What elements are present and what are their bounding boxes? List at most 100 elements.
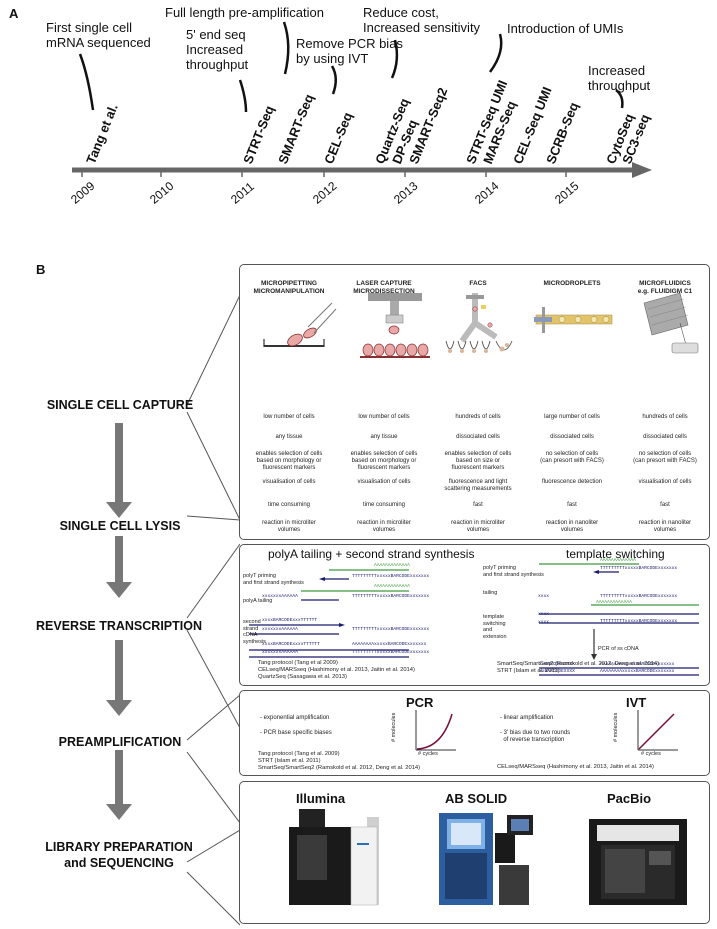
preamp-pcr-title: PCR bbox=[406, 695, 434, 710]
rt-left-label-polya: polyA tailing bbox=[243, 598, 273, 604]
seq-polyt-2: TTTTTTTTTxxxxxBARCODExxxxxxx bbox=[352, 594, 430, 599]
capture-row-cell-number: hundreds of cells bbox=[455, 414, 501, 420]
milestone-reduce-cost: Reduce cost, Increased sensitivity bbox=[363, 5, 481, 35]
seq-right-full-2: AAAAAAAAxxxxxBARCODExxxxxxx bbox=[600, 669, 675, 674]
seq-right-pcr1: xxBARCODEXXXX bbox=[539, 662, 575, 667]
rt-right-label-template-switching: template switching and extension bbox=[483, 614, 507, 640]
capture-row-visualisation: fluorescence detection bbox=[541, 479, 603, 485]
seq-right-pcr2: xxBARCODEXXXX bbox=[539, 669, 575, 674]
capture-row-selection: no selection of cells (can presort with … bbox=[540, 451, 604, 464]
preamp-pcr-point-1: - exponential amplification bbox=[260, 715, 330, 721]
capture-col-header: LASER CAPTURE MICRODISSECTION bbox=[353, 280, 415, 295]
rt-right-label-polyt: polyT priming and first strand synthesis bbox=[483, 565, 544, 578]
capture-col-header: MICROPIPETTING MICROMANIPULATION bbox=[253, 280, 325, 295]
capture-row-selection: enables selection of cells based on size… bbox=[444, 451, 512, 471]
capture-col-facs: FACS hundreds of cells dissociated cells… bbox=[437, 280, 519, 533]
capture-row-cell-number: hundreds of cells bbox=[642, 414, 688, 420]
milestone-umis: Introduction of UMIs bbox=[507, 21, 624, 36]
capture-row-speed: fast bbox=[473, 502, 483, 508]
step-preamplification: PREAMPLIFICATION bbox=[58, 735, 182, 749]
capture-row-volume: reaction in microliter volumes bbox=[451, 520, 505, 533]
rt-left-title: polyA tailing + second strand synthesis bbox=[268, 547, 475, 561]
milestone-full-length: Full length pre-amplification bbox=[165, 5, 324, 20]
capture-row-speed: time consuming bbox=[362, 502, 406, 508]
capture-row-selection: enables selection of cells based on morp… bbox=[255, 451, 323, 471]
seq-xa-1: xxxxxxxAAAAAA bbox=[262, 594, 298, 599]
panel-a-label: A bbox=[9, 6, 19, 21]
seq-right-polyt-3: TTTTTTTTTxxxxxBARCODExxxxxxx bbox=[600, 619, 678, 624]
preamp-ivt-plot bbox=[637, 710, 678, 751]
rt-strand-diagram bbox=[249, 563, 699, 676]
capture-row-tissue: dissociated cells bbox=[550, 434, 594, 440]
step-single-cell-capture: SINGLE CELL CAPTURE bbox=[46, 398, 194, 412]
capture-row-volume: reaction in nanoliter volumes bbox=[638, 520, 692, 533]
workflow-arrows bbox=[106, 294, 240, 926]
capture-col-microdroplets: MICRODROPLETS large number of cells diss… bbox=[531, 280, 613, 533]
capture-row-tissue: dissociated cells bbox=[643, 434, 687, 440]
panel-b-label: B bbox=[36, 262, 46, 277]
seq-right-polyt-2: TTTTTTTTTxxxxxBARCODExxxxxxx bbox=[600, 594, 678, 599]
capture-col-header: MICROFLUIDICS e.g. FLUIDIGM C1 bbox=[637, 280, 693, 295]
seq-full-1: AAAAAAAAxxxxxBARCODExxxxxxx bbox=[352, 642, 427, 647]
seq-xa-3: xxxxxxxAAAAAA bbox=[262, 650, 298, 655]
preamp-pcr-ylabel: # molecules bbox=[391, 712, 397, 742]
preamp-left-refs: Tang protocol (Tang et al. 2009) STRT (I… bbox=[258, 751, 421, 771]
capture-col-header: MICRODROPLETS bbox=[543, 280, 601, 287]
rt-right-refs: SmartSeq/SmartSeq2 (Ramskold et al. 2012… bbox=[497, 661, 660, 674]
seq-xbar-1: xxxxBARCODExxxTTTTTT bbox=[262, 618, 318, 623]
preamp-ivt-point-2: - 3' bias due to two rounds of reverse t… bbox=[500, 730, 571, 743]
capture-row-speed: time consuming bbox=[267, 502, 311, 508]
capture-row-visualisation: visualisation of cells bbox=[638, 479, 692, 485]
capture-row-visualisation: visualisation of cells bbox=[357, 479, 411, 485]
capture-row-selection: enables selection of cells based on morp… bbox=[350, 451, 418, 471]
rt-right-title: template switching bbox=[566, 547, 665, 561]
seq-right-polya-2: AAAAAAAAAAAAA bbox=[596, 600, 632, 605]
capture-col-micropipetting: MICROPIPETTING MICROMANIPULATION low num… bbox=[248, 280, 330, 533]
facs-illustration bbox=[445, 293, 513, 353]
capture-col-laser: LASER CAPTURE MICRODISSECTION low number… bbox=[343, 280, 425, 533]
rt-right-label-tailing: tailing bbox=[483, 590, 498, 596]
capture-illustrations bbox=[263, 293, 699, 358]
preamp-pcr-point-2: - PCR base specific biases bbox=[260, 730, 332, 736]
preamp-ivt-ylabel: # molecules bbox=[613, 712, 619, 742]
reverse-transcription-box bbox=[239, 544, 710, 686]
rt-left-refs: Tang protocol (Tang et al 2009) CELseq/M… bbox=[258, 660, 415, 680]
preamp-right-refs: CELseq/MARSseq (Hashimony et al. 2013, J… bbox=[497, 764, 654, 770]
rt-left-label-polyt: polyT priming and first strand synthesis bbox=[243, 573, 304, 586]
pacbio-machine-icon bbox=[589, 819, 687, 905]
seq-xa-2: xxxxxxxAAAAAA bbox=[262, 627, 298, 632]
capture-row-speed: fast bbox=[567, 502, 577, 508]
step-library-prep: LIBRARY PREPARATION and SEQUENCING bbox=[45, 840, 193, 870]
seq-right-xx: xxxx bbox=[538, 594, 550, 599]
milestone-increased-throughput: Increased throughput bbox=[588, 63, 651, 93]
timeline-svg bbox=[72, 21, 652, 178]
capture-row-volume: reaction in nanoliter volumes bbox=[545, 520, 599, 533]
capture-row-selection: no selection of cells (can presort with … bbox=[633, 451, 697, 464]
rt-right-label-pcr: PCR of ss cDNA bbox=[598, 646, 639, 652]
seq-polyt-3: TTTTTTTTTxxxxxBARCODExxxxxxx bbox=[352, 627, 430, 632]
capture-row-visualisation: fluorescence and light scattering measur… bbox=[444, 479, 512, 492]
preamp-pcr-plot bbox=[415, 710, 456, 751]
capture-col-microfluidics: MICROFLUIDICS e.g. FLUIDIGM C1 hundreds … bbox=[624, 280, 706, 533]
preamp-ivt-point-1: - linear amplification bbox=[500, 715, 554, 721]
platform-ab-solid-label: AB SOLID bbox=[445, 791, 508, 806]
preamp-ivt-title: IVT bbox=[626, 695, 647, 710]
rt-left-label-second-strand: second strand cDNA synthesis bbox=[243, 619, 266, 645]
capture-row-cell-number: low number of cells bbox=[358, 414, 410, 420]
seq-right-xxxx2: xxxx xxxx bbox=[538, 612, 550, 625]
capture-row-tissue: dissociated cells bbox=[456, 434, 500, 440]
seq-polyt-1: TTTTTTTTTxxxxxBARCODExxxxxxx bbox=[352, 574, 430, 579]
seq-polyt-4: TTTTTTTTTxxxxxBARCODExxxxxxx bbox=[352, 650, 430, 655]
milestone-5-end-seq: 5' end seq Increased throughput bbox=[186, 27, 249, 72]
step-reverse-transcription: REVERSE TRANSCRIPTION bbox=[36, 619, 202, 633]
capture-row-cell-number: large number of cells bbox=[544, 414, 600, 420]
capture-col-header: FACS bbox=[469, 280, 487, 287]
capture-row-tissue: any tissue bbox=[370, 434, 398, 440]
capture-row-tissue: any tissue bbox=[275, 434, 303, 440]
seq-right-polyt-1: TTTTTTTTTxxxxxBARCODExxxxxxx bbox=[600, 566, 678, 571]
microfluidics-illustration bbox=[643, 293, 699, 354]
seq-polya-1: AAAAAAAAAAAAA bbox=[374, 563, 410, 568]
capture-row-volume: reaction in microliter volumes bbox=[357, 520, 411, 533]
preamp-ivt-xlabel: # cycles bbox=[641, 751, 661, 757]
capture-row-volume: reaction in microliter volumes bbox=[262, 520, 316, 533]
